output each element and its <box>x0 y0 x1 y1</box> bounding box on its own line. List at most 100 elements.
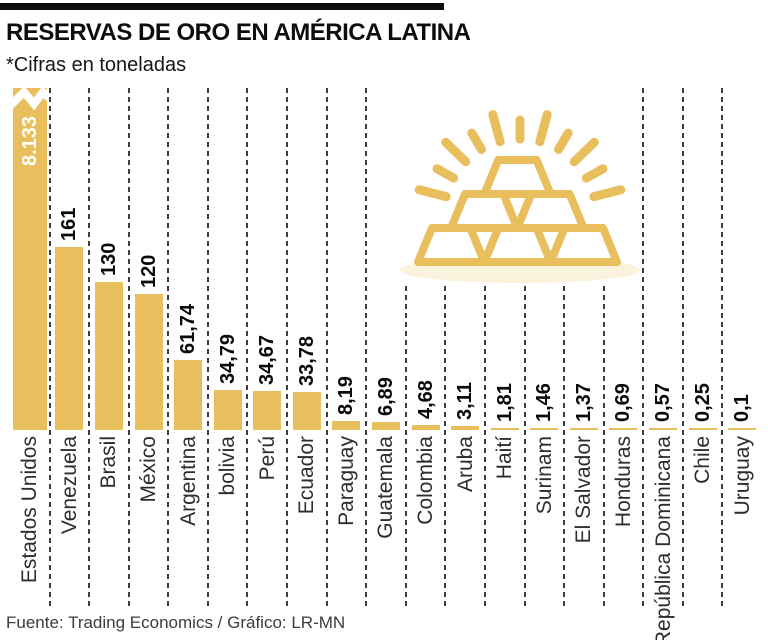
bar-value-label: 34,67 <box>256 334 279 385</box>
chart-column: 0,69 Honduras <box>604 88 645 610</box>
bar-value-label: 34,79 <box>216 333 239 384</box>
gold-bar <box>609 428 638 430</box>
country-label: El Salvador <box>572 436 596 544</box>
country-label: Ecuador <box>295 436 319 515</box>
gold-bar <box>253 391 282 430</box>
chart-column: 61,74 Argentina <box>168 88 209 610</box>
dashed-gridline <box>563 88 566 608</box>
gold-bar <box>174 360 203 430</box>
chart-area: 8.133 Estados Unidos 161 Venezuela 130 Brasil… <box>10 88 762 640</box>
gold-bar <box>728 428 757 430</box>
gold-bar <box>332 421 361 430</box>
country-label: Brasil <box>97 436 121 489</box>
chart-column: 1,46 Surinam <box>525 88 566 610</box>
dashed-gridline <box>602 88 605 608</box>
country-label: República Dominicana <box>651 436 675 640</box>
bar-value-label: 1,37 <box>572 383 595 422</box>
gold-bar <box>490 428 519 430</box>
bar-value-label: 120 <box>137 254 160 288</box>
axis-break-icon <box>12 88 47 111</box>
gold-bar <box>292 392 321 430</box>
bar-value-label: 161 <box>58 207 81 241</box>
country-label: Guatemala <box>374 436 398 539</box>
chart-column: 1,81 Haití <box>485 88 526 610</box>
country-label: Chile <box>691 436 715 484</box>
dashed-gridline <box>483 88 486 608</box>
country-label: Uruguay <box>730 436 754 516</box>
dashed-gridline <box>127 88 130 608</box>
chart-column: 6,89 Guatemala <box>366 88 407 610</box>
chart-column: 8,19 Paraguay <box>327 88 368 610</box>
gold-bar <box>55 247 84 430</box>
gold-bar <box>12 88 47 430</box>
gold-bar <box>569 428 598 430</box>
bar-value-label: 0,1 <box>731 394 754 422</box>
bar-value-label: 8,19 <box>335 376 358 415</box>
bar-value-label: 33,78 <box>295 335 318 386</box>
chart-column: 1,37 El Salvador <box>564 88 605 610</box>
gold-bar <box>134 294 163 430</box>
country-label: Colombia <box>414 436 438 525</box>
chart-column: 161 Venezuela <box>50 88 91 610</box>
gold-bars-pyramid-icon <box>414 156 621 266</box>
dashed-gridline <box>48 88 51 608</box>
chart-column: 8.133 Estados Unidos <box>10 88 51 610</box>
bar-value-label: 6,89 <box>374 377 397 416</box>
bar-value-label: 0,57 <box>652 383 675 422</box>
chart-column: 0,25 Chile <box>683 88 724 610</box>
units-note: *Cifras en toneladas <box>6 54 187 76</box>
chart-column: 33,78 Ecuador <box>287 88 328 610</box>
bar-value-label: 3,11 <box>454 382 477 420</box>
gold-bar <box>649 428 678 430</box>
dashed-gridline <box>88 88 91 608</box>
gold-bar <box>451 426 480 430</box>
bar-value-label: 130 <box>97 242 120 276</box>
gold-bar <box>688 428 717 430</box>
dashed-gridline <box>206 88 209 608</box>
gold-bar <box>371 422 400 430</box>
country-label: Perú <box>255 436 279 481</box>
chart-column: 120 México <box>129 88 170 610</box>
country-label: Estados Unidos <box>18 436 42 584</box>
dashed-gridline <box>167 88 170 608</box>
country-label: Honduras <box>611 436 635 528</box>
bar-value-label: 8.133 <box>18 115 41 166</box>
bar-value-label: 0,69 <box>612 383 635 422</box>
page-title: RESERVAS DE ORO EN AMÉRICA LATINA <box>6 19 471 46</box>
top-rule <box>0 3 444 10</box>
bar-value-label: 0,25 <box>691 383 714 422</box>
chart-column: 3,11 Aruba <box>445 88 486 610</box>
gold-bar <box>213 390 242 430</box>
gold-bar <box>411 425 440 430</box>
dashed-gridline <box>681 88 684 608</box>
chart-column: 34,67 Perú <box>247 88 289 610</box>
dashed-gridline <box>365 88 368 608</box>
bar-value-label: 1,46 <box>533 383 556 422</box>
dashed-gridline <box>404 88 407 608</box>
dashed-gridline <box>246 88 249 608</box>
dashed-gridline <box>721 88 724 608</box>
country-label: Argentina <box>176 436 200 526</box>
gold-ingots-icon <box>396 84 642 284</box>
dashed-gridline <box>286 88 289 608</box>
country-label: Aruba <box>453 436 477 493</box>
gold-bar <box>530 428 559 430</box>
chart-column: 0,57 República Dominicana <box>643 88 684 640</box>
country-label: bolivia <box>216 436 240 496</box>
dashed-gridline <box>642 88 645 608</box>
bar-value-label: 1,81 <box>493 383 516 422</box>
dashed-gridline <box>325 88 328 608</box>
chart-column: 130 Brasil <box>89 88 130 610</box>
bar-value-label: 61,74 <box>177 303 200 354</box>
chart-column: 0,1 Uruguay <box>722 88 762 610</box>
country-label: Paraguay <box>334 436 358 526</box>
country-label: Surinam <box>532 436 556 515</box>
country-label: Venezuela <box>57 436 81 535</box>
dashed-gridline <box>444 88 447 608</box>
sun-rays-icon <box>414 110 626 202</box>
bar-value-label: 4,68 <box>414 380 437 419</box>
source-credit: Fuente: Trading Economics / Gráfico: LR-… <box>6 613 346 632</box>
chart-column: 34,79 bolivia <box>208 88 249 610</box>
gold-bar <box>94 282 123 430</box>
